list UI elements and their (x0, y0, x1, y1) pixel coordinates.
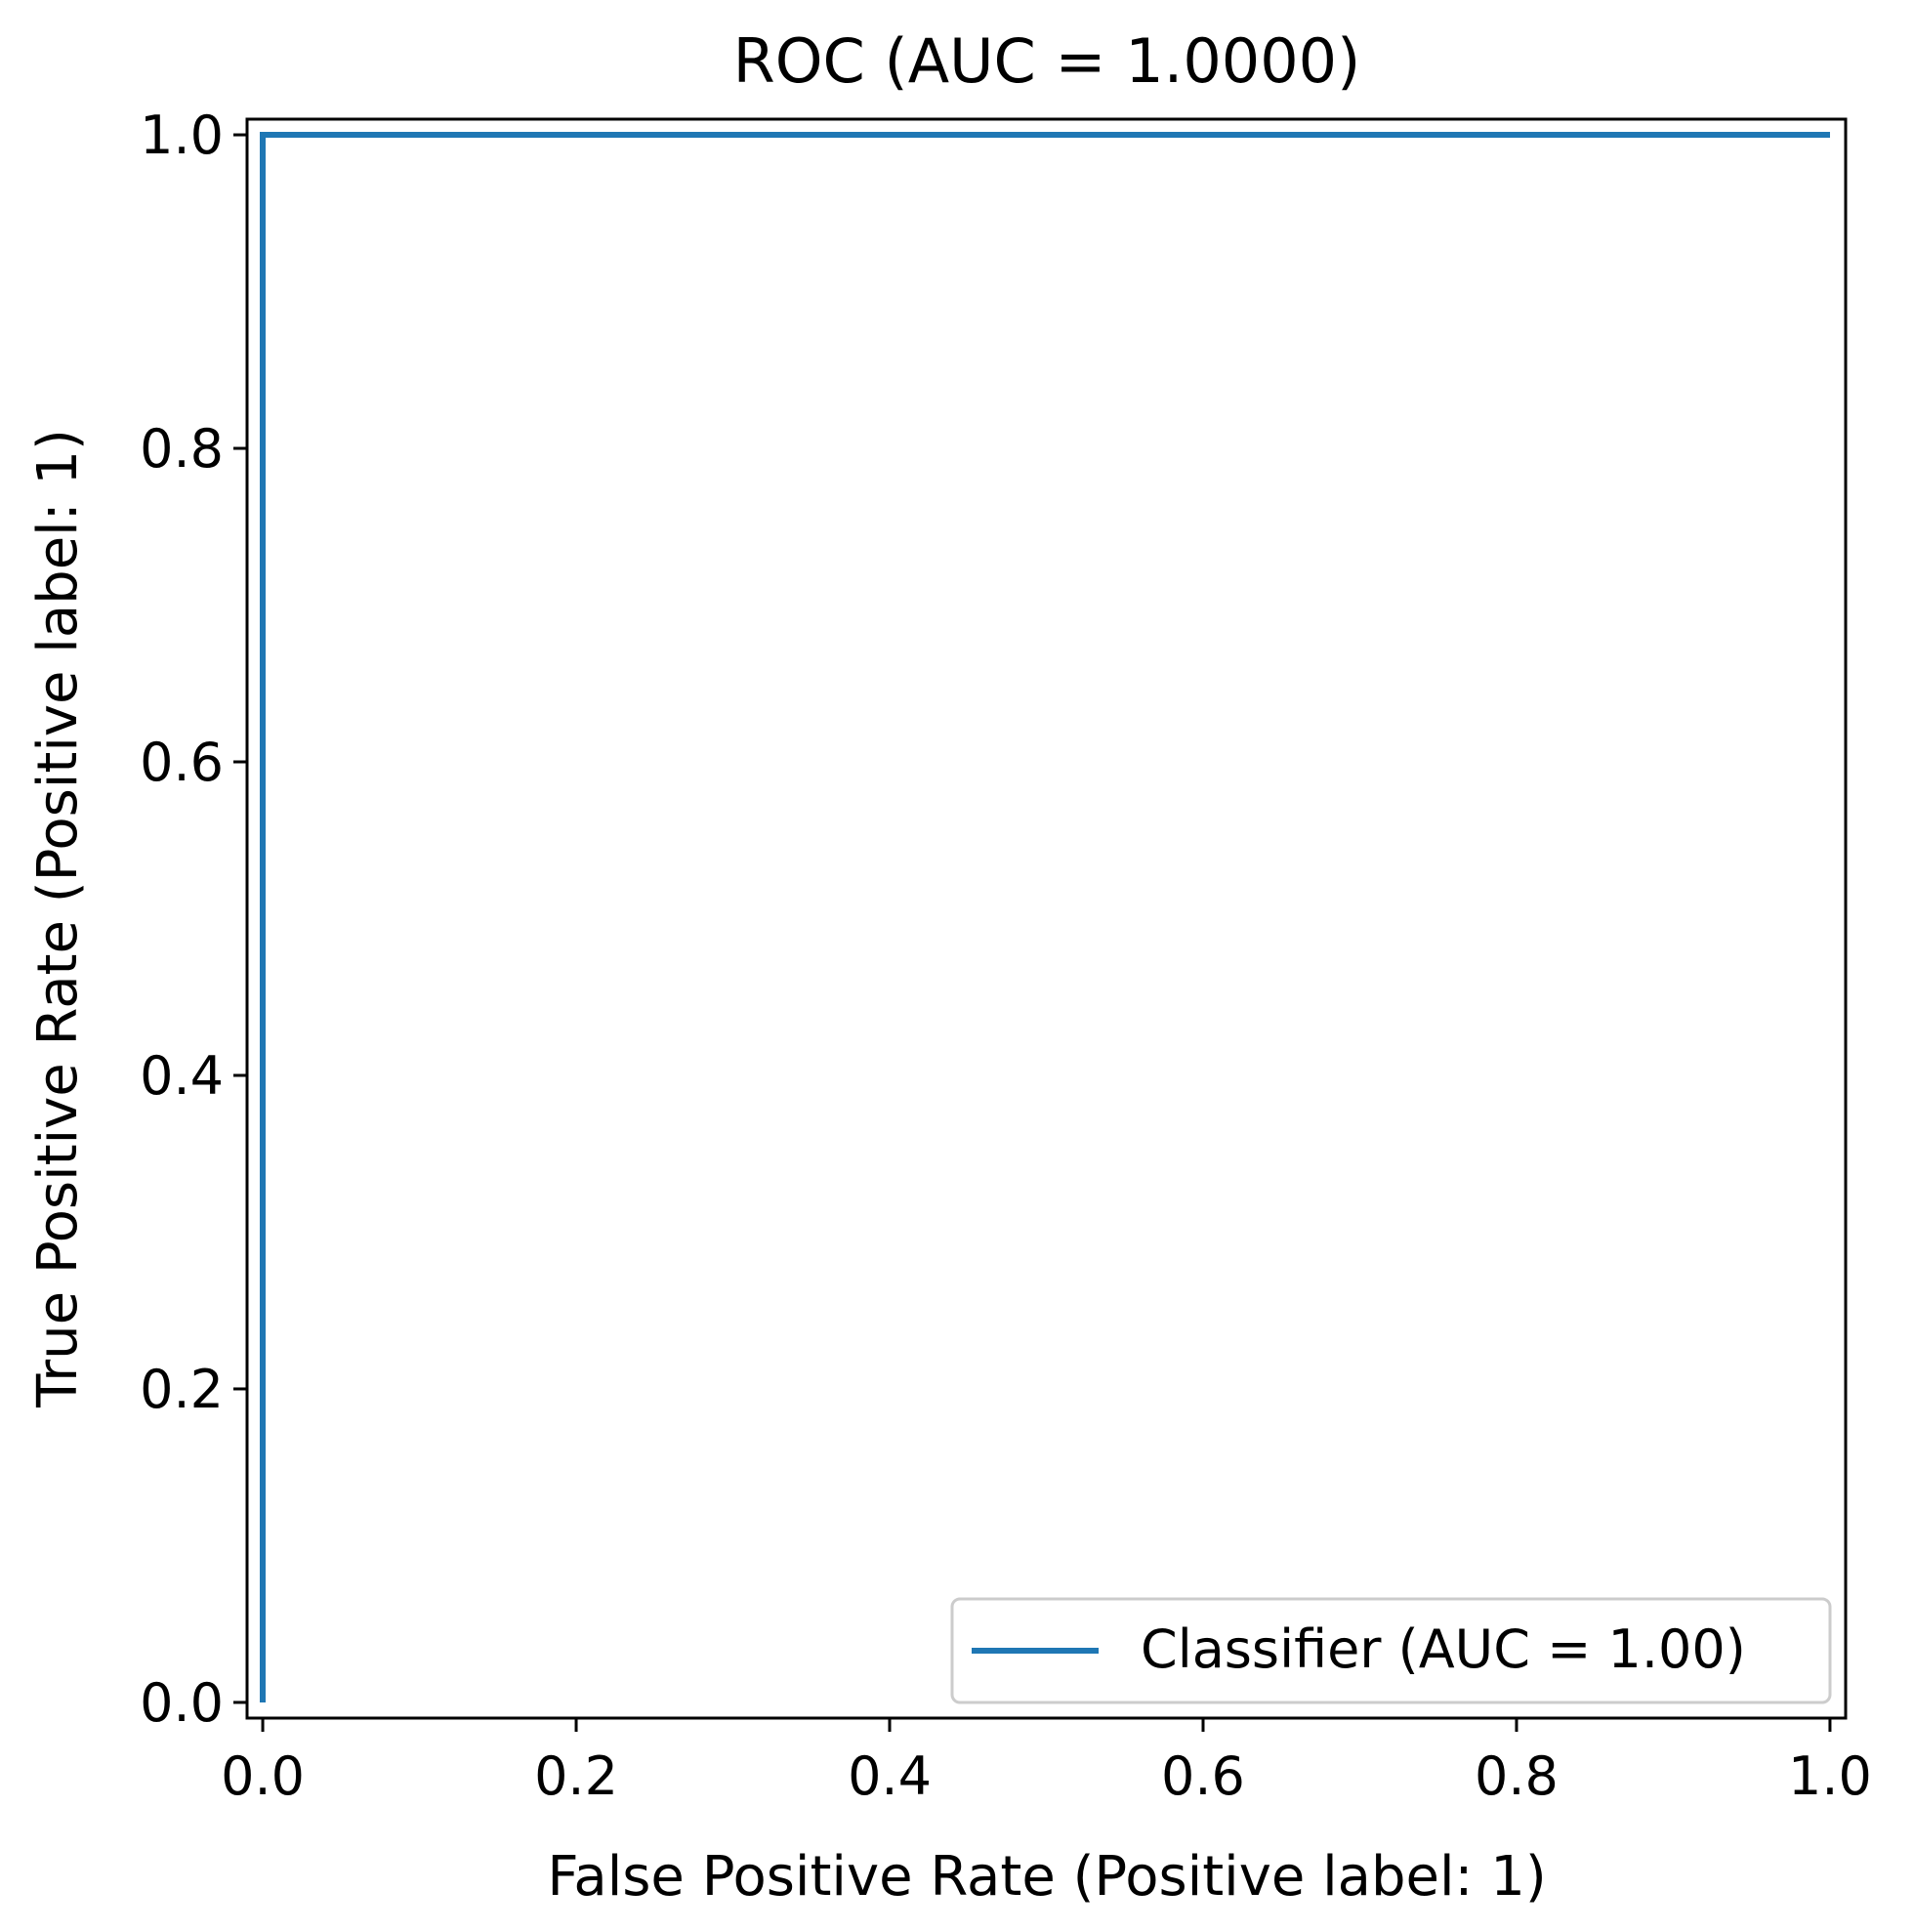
legend: Classifier (AUC = 1.00) (950, 1597, 1832, 1704)
y-tick-label: 0.2 (140, 1359, 224, 1420)
legend-box (950, 1597, 1832, 1704)
x-tick-label: 0.8 (1475, 1745, 1559, 1807)
x-tick-label: 0.6 (1161, 1745, 1245, 1807)
x-tick-label: 1.0 (1788, 1745, 1872, 1807)
x-tick-label: 0.4 (848, 1745, 932, 1807)
axis-ticks: 0.0 0.2 0.4 0.6 0.8 1.0 0.0 0.2 0.4 0.6 0.8 1.0 (140, 105, 1872, 1807)
legend-label: Classifier (AUC = 1.00) (1141, 1618, 1746, 1680)
y-tick-label: 0.6 (140, 732, 224, 793)
chart-title: ROC (AUC = 1.0000) (733, 25, 1361, 97)
roc-curve-line (260, 132, 1830, 1702)
y-tick-label: 1.0 (140, 105, 224, 166)
x-axis-label: False Positive Rate (Positive label: 1) (547, 1845, 1546, 1909)
plot-area-frame (245, 117, 1848, 1720)
y-tick-label: 0.8 (140, 418, 224, 480)
series-group (260, 132, 1830, 1702)
y-tick-label: 0.0 (140, 1672, 224, 1734)
x-tick-label: 0.2 (534, 1745, 618, 1807)
x-tick-label: 0.0 (221, 1745, 305, 1807)
y-axis-label: True Positive Rate (Positive label: 1) (26, 429, 90, 1408)
y-tick-label: 0.4 (140, 1045, 224, 1107)
